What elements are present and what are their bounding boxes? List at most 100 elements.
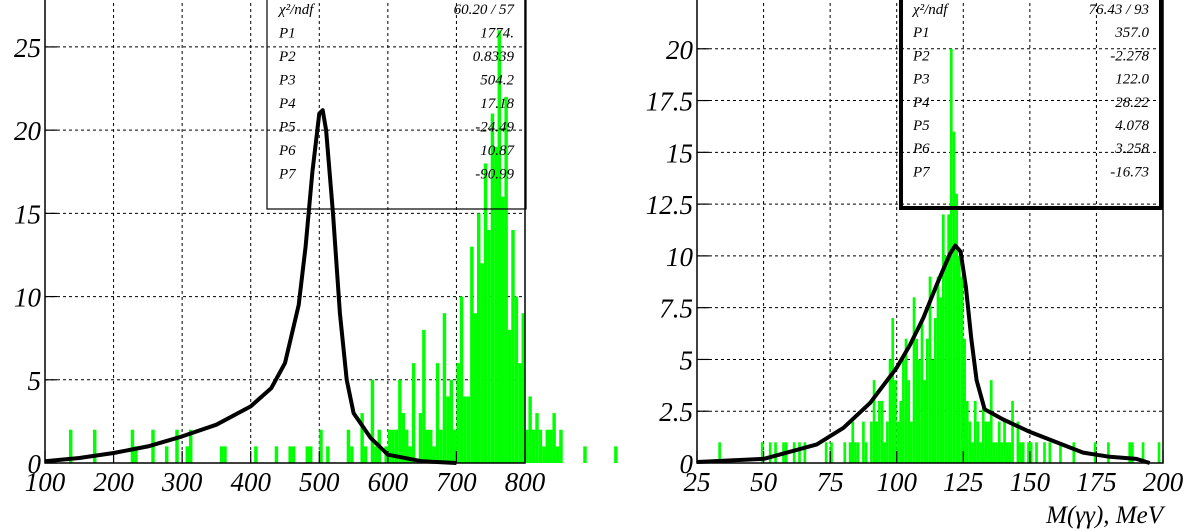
left-histogram-bar (189, 429, 193, 463)
left-stat-value: 0.8339 (473, 49, 515, 65)
right-histogram-bar (992, 442, 996, 463)
right-x-tick-label: 25 (684, 467, 711, 497)
left-histogram-bar (408, 446, 412, 463)
right-histogram-bar (848, 442, 852, 463)
right-histogram-bar (875, 421, 879, 463)
right-y-tick-label: 0 (680, 449, 694, 479)
left-histogram-bar (514, 296, 519, 463)
left-histogram-bar (521, 313, 525, 463)
right-x-tick-label: 75 (817, 467, 844, 497)
left-histogram-bar (477, 213, 481, 463)
left-fit-curve (44, 108, 457, 465)
left-histogram-bar (487, 230, 491, 463)
left-histogram-bar (175, 429, 179, 463)
left-histogram-bar (165, 446, 169, 463)
left-x-tick-label: 700 (436, 467, 477, 497)
left-histogram-bar (185, 446, 189, 463)
left-histogram-bar (391, 429, 395, 463)
left-y-tick-label: 25 (14, 33, 41, 63)
left-histogram-bar (456, 363, 460, 463)
right-histogram-bar (928, 276, 932, 463)
left-histogram-bar (538, 429, 543, 463)
left-histogram-bar (583, 446, 587, 463)
right-histogram-bar (1003, 421, 1006, 463)
left-histogram (69, 30, 618, 464)
right-plot-frame (696, 0, 1164, 464)
right-histogram-bar (965, 400, 969, 463)
left-stat-label: P7 (278, 167, 297, 183)
right-histogram-bar (1029, 442, 1033, 463)
left-histogram-bar (346, 429, 351, 463)
right-y-tick-label: 7.5 (659, 294, 693, 324)
right-histogram-bar (899, 400, 903, 463)
left-plot-frame (44, 0, 526, 464)
right-histogram-bar (944, 255, 948, 463)
right-histogram-bar (856, 442, 860, 463)
left-histogram-bar (494, 146, 498, 464)
right-histogram-bar (926, 338, 929, 463)
right-stat-label: P2 (912, 48, 930, 64)
right-histogram-bar (1107, 442, 1110, 463)
right-histogram-bar (1016, 421, 1020, 463)
right-histogram-bar (894, 380, 897, 463)
left-histogram-bar (501, 196, 505, 463)
left-histogram-bar (429, 429, 433, 463)
left-fit-line (44, 108, 457, 465)
left-histogram-bar (326, 446, 330, 463)
right-histogram-bar (923, 380, 927, 463)
right-x-tick-label: 175 (1076, 467, 1117, 497)
right-stat-value: 28.22 (1115, 95, 1149, 111)
left-x-tick-label: 100 (25, 467, 66, 497)
left-histogram-bar (291, 446, 296, 463)
right-stat-label: P7 (912, 164, 931, 180)
right-stat-label: χ²/ndf (911, 2, 949, 18)
right-y-tick-label: 2.5 (659, 397, 693, 427)
right-histogram-bar (851, 421, 855, 463)
right-histogram-bar (955, 193, 958, 463)
left-y-tick-label: 15 (14, 199, 41, 229)
right-histogram-bar (907, 380, 911, 463)
right-histogram-bar (864, 442, 868, 463)
left-x-tick-labels: 100 200 300 400 500 600 700 800 (25, 467, 546, 497)
left-histogram-bar (490, 113, 495, 463)
right-y-tick-label: 15 (666, 138, 693, 168)
right-histogram-bar (870, 421, 873, 463)
left-histogram-bar (545, 429, 549, 463)
right-x-tick-label: 150 (1010, 467, 1051, 497)
right-histogram-bar (1027, 442, 1030, 463)
left-histogram-bar (504, 96, 508, 463)
right-histogram-bar (803, 442, 807, 463)
left-histogram-bar (309, 446, 313, 463)
left-histogram-bar (305, 446, 309, 463)
right-x-tick-label: 200 (1143, 467, 1184, 497)
left-histogram-bar (528, 396, 532, 463)
left-histogram-bar (463, 396, 467, 463)
left-x-tick-label: 300 (161, 467, 203, 497)
right-histogram-bar (891, 318, 895, 463)
left-histogram-bar (422, 329, 426, 463)
right-histogram-bar (886, 421, 889, 463)
right-y-tick-label: 20 (666, 35, 694, 65)
left-stat-value: -24.49 (475, 120, 514, 136)
left-histogram-bar (401, 413, 405, 463)
left-histogram-bar (374, 446, 378, 463)
right-histogram-bar (792, 442, 796, 463)
left-histogram-bar (473, 313, 477, 463)
left-histogram-bar (453, 429, 457, 463)
left-stat-value: 504.2 (480, 73, 514, 89)
left-stat-label: P2 (278, 49, 296, 65)
right-histogram-bar (960, 276, 964, 463)
right-histogram-bar (1000, 442, 1004, 463)
right-stats-frame (899, 0, 1163, 210)
right-histogram-bar (952, 131, 956, 463)
right-histogram-bar (824, 442, 828, 463)
left-histogram-bar (363, 446, 368, 463)
left-stat-value: 17.18 (480, 96, 514, 112)
right-fit-line (696, 243, 1151, 465)
right-histogram-bar (904, 338, 908, 463)
right-histogram-bar (979, 442, 982, 463)
left-histogram-bar (449, 379, 453, 463)
right-histogram-bar (1021, 442, 1025, 463)
left-histogram-bar (69, 429, 73, 463)
